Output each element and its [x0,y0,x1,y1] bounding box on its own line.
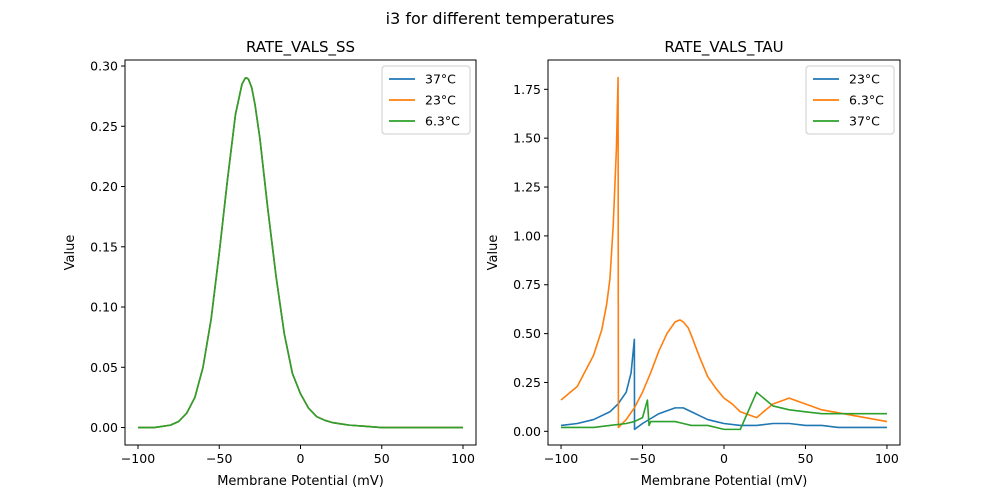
legend-entry: 6.3°C [425,114,460,129]
y-axis-title: Value [63,235,78,271]
panel-rate-vals-ss: RATE_VALS_SS −100 −50 0 50 100 0.00 0.05 0.10 0.1… [63,38,477,489]
y-tick-label: 0.30 [90,59,118,74]
x-tick-label: 100 [451,451,475,466]
x-tick-label: 100 [875,451,899,466]
x-tick-label: 50 [798,451,814,466]
y-tick-label: 0.00 [513,424,541,439]
y-tick-label: 0.25 [513,375,541,390]
series-lines [560,76,888,431]
series-line-2 [561,391,887,431]
series-lines [138,77,463,429]
chart-title: RATE_VALS_SS [246,38,355,57]
panel-rate-vals-tau: RATE_VALS_TAU −100 −50 0 50 100 0.00 0.25 0.50 0.… [486,38,901,489]
x-tick-label: 0 [720,451,728,466]
figure-suptitle: i3 for different temperatures [386,9,615,28]
series-line-0 [560,338,887,431]
y-tick-label: 0.20 [90,179,118,194]
legend: 23°C 6.3°C 37°C [805,65,895,135]
x-tick-label: −50 [206,451,232,466]
legend-entry: 6.3°C [849,93,884,108]
legend-box [805,65,895,135]
x-tick-label: −100 [544,451,578,466]
y-tick-label: 1.75 [513,82,541,97]
x-tick-label: −100 [121,451,155,466]
y-axis-title: Value [486,235,501,271]
legend-entry: 37°C [849,114,880,129]
y-tick-label: 0.10 [90,300,118,315]
y-tick-label: 0.15 [90,239,118,254]
series-line-1 [560,76,888,429]
y-tick-label: 0.50 [513,326,541,341]
y-tick-label: 0.00 [90,420,118,435]
y-tick-label: 1.25 [513,180,541,195]
x-tick-label: 50 [374,451,390,466]
legend-entry: 37°C [425,72,456,87]
legend-box [381,65,471,135]
chart-title: RATE_VALS_TAU [664,38,783,57]
x-tick-label: −50 [629,451,655,466]
y-tick-label: 0.25 [90,119,118,134]
y-tick-label: 0.05 [90,360,118,375]
y-tick-label: 1.50 [513,131,541,146]
y-tick-label: 1.00 [513,228,541,243]
x-tick-label: 0 [297,451,305,466]
x-axis-title: Membrane Potential (mV) [641,474,808,489]
legend-entry: 23°C [425,93,456,108]
legend-entry: 23°C [849,72,880,87]
legend: 37°C 23°C 6.3°C [381,65,471,135]
y-tick-label: 0.75 [513,277,541,292]
x-axis-title: Membrane Potential (mV) [217,474,384,489]
series-line-2 [138,77,463,429]
